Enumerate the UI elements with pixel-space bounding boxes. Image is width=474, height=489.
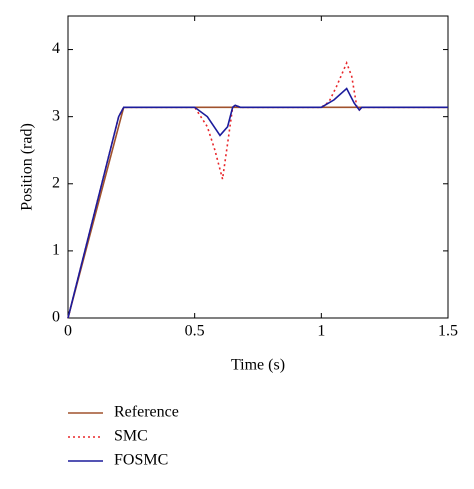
x-tick-label: 0 bbox=[64, 323, 72, 340]
x-tick-label: 0.5 bbox=[185, 323, 205, 340]
legend-label: FOSMC bbox=[114, 452, 168, 469]
series-line bbox=[67, 87, 448, 319]
x-axis-label: Time (s) bbox=[231, 357, 285, 374]
x-tick-label: 1.5 bbox=[438, 323, 458, 340]
y-axis-label: Position (rad) bbox=[19, 123, 36, 211]
plot-frame bbox=[67, 15, 449, 319]
y-tick-label: 1 bbox=[52, 242, 60, 259]
y-tick-label: 0 bbox=[52, 309, 60, 326]
legend-label: SMC bbox=[114, 428, 148, 445]
series-line bbox=[67, 60, 448, 319]
x-tick-label: 1 bbox=[317, 323, 325, 340]
series-line bbox=[67, 106, 448, 319]
y-tick-label: 3 bbox=[52, 107, 60, 124]
legend-label: Reference bbox=[114, 404, 179, 421]
y-tick-label: 2 bbox=[52, 174, 60, 191]
y-tick-label: 4 bbox=[52, 40, 60, 57]
